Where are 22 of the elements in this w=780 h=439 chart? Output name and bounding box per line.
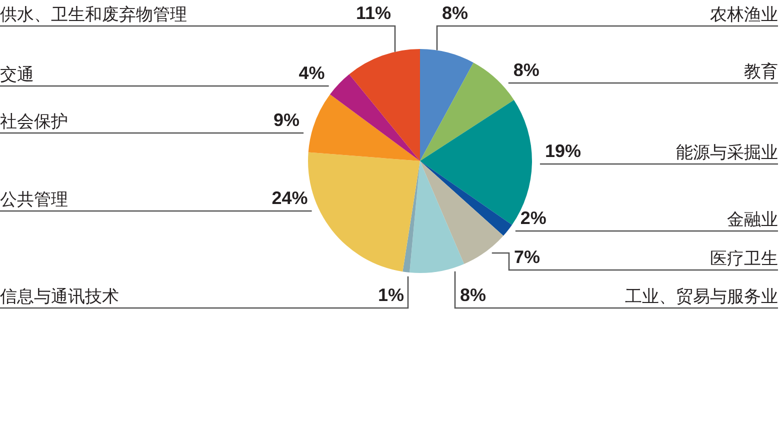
slice-label: 社会保护 [0,112,68,131]
slice-label: 交通 [0,65,34,84]
data-label: 11% [356,3,391,23]
data-label: 8% [442,3,468,23]
data-label: 1% [378,285,404,305]
slice-label: 工业、贸易与服务业 [625,287,778,306]
data-label: 7% [514,247,540,267]
slice-label: 教育 [744,62,778,81]
slice-label: 医疗卫生 [710,249,778,268]
slice-label: 供水、卫生和废弃物管理 [0,5,187,24]
slice-label: 公共管理 [0,190,68,209]
data-label: 4% [298,63,325,83]
slice-label: 信息与通讯技术 [0,287,119,306]
data-label: 8% [513,60,540,80]
data-label: 24% [272,188,308,208]
slice-label: 金融业 [727,210,778,229]
data-label: 2% [520,208,546,228]
slice-label: 农林渔业 [710,5,778,24]
data-label: 9% [274,110,300,130]
data-label: 8% [460,285,486,305]
slice-label: 能源与采掘业 [676,143,778,162]
data-label: 19% [544,141,581,161]
